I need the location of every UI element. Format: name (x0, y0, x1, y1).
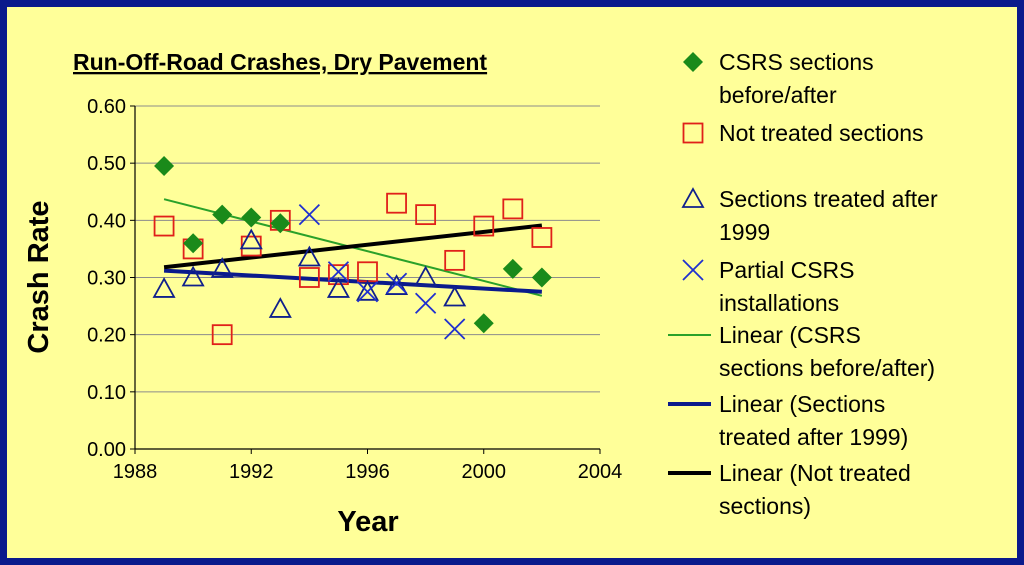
x-stroke (327, 261, 350, 283)
diamond-point (502, 258, 523, 279)
diamond-point (531, 267, 552, 288)
legend-label: treated after 1999) (719, 424, 908, 450)
diamond-point (241, 207, 262, 228)
legend-label: Linear (Sections (719, 391, 885, 417)
legend-marker (683, 52, 703, 72)
diamond-point (473, 313, 494, 334)
x-point (356, 281, 379, 303)
legend-item: Partial CSRS installations (682, 257, 854, 316)
legend-marker (682, 122, 704, 144)
legend-label: Sections treated after (719, 186, 938, 212)
y-tick-label: 0.10 (87, 382, 126, 404)
legend-item: Linear (CSRS sections before/after) (668, 322, 935, 381)
triangle-point (385, 274, 409, 295)
x-point (414, 292, 437, 314)
x-stroke (682, 259, 704, 281)
x-point (444, 318, 466, 340)
x-tick-label: 2004 (578, 461, 623, 483)
legend-label: CSRS sections (719, 49, 874, 75)
x-stroke (385, 272, 408, 294)
legend-label: Partial CSRS (719, 257, 854, 283)
y-tick-label: 0.40 (87, 210, 126, 232)
legend-marker (682, 259, 704, 281)
legend: CSRS sections before/after Not treated sec… (668, 49, 938, 519)
gridlines (135, 105, 600, 393)
x-tick-label: 2000 (462, 461, 507, 483)
triangle-point (414, 265, 438, 287)
x-point (298, 203, 321, 226)
legend-item: Not treated sections (682, 120, 924, 146)
triangle-point (210, 257, 234, 278)
square-point (444, 249, 466, 271)
legend-label: Linear (Not treated (719, 460, 911, 486)
legend-item: CSRS sections before/after (683, 49, 874, 108)
square-point (298, 267, 320, 288)
chart-svg: 0.00 0.10 0.20 0.30 0.40 0.50 0.60 1988 1992 1996… (23, 49, 938, 538)
trendline (163, 223, 543, 270)
square-point (386, 192, 407, 214)
legend-item: Linear (Not treated sections) (668, 460, 911, 519)
square-point (211, 324, 233, 346)
y-tick-label: 0.30 (87, 268, 126, 290)
y-tick-label: 0.50 (87, 153, 126, 175)
square-point (415, 204, 437, 226)
triangle-point (443, 285, 467, 307)
x-axis-label: Year (337, 506, 398, 538)
diamond-point (154, 156, 175, 177)
x-tick-label: 1996 (345, 461, 390, 483)
triangle-point (297, 245, 321, 267)
x-stroke (414, 292, 437, 314)
y-tick-label: 0.60 (87, 96, 126, 118)
legend-label: Linear (CSRS (719, 322, 861, 348)
diamond-point (270, 213, 291, 234)
x-stroke (356, 281, 379, 303)
square-point (240, 235, 262, 257)
square-point (473, 215, 495, 237)
x-tick-label: 1988 (113, 461, 158, 483)
legend-label: sections before/after) (719, 355, 935, 381)
legend-label: installations (719, 290, 839, 316)
diamond-point (212, 204, 233, 225)
legend-item: Sections treated after 1999 (681, 186, 938, 245)
x-point (385, 272, 408, 294)
square-point (328, 264, 349, 286)
y-tick-label: 0.00 (87, 439, 126, 461)
trendline (163, 268, 542, 294)
legend-label: Not treated sections (719, 120, 924, 146)
x-tick-label: 1992 (229, 461, 274, 483)
x-stroke (298, 203, 321, 226)
legend-label: before/after (719, 82, 837, 108)
legend-marker (681, 187, 705, 208)
diamond-point (183, 233, 204, 254)
legend-label: 1999 (719, 219, 770, 245)
legend-label: sections) (719, 493, 811, 519)
y-axis-label: Crash Rate (23, 200, 55, 353)
triangle-point (152, 277, 176, 298)
square-point (153, 215, 175, 237)
y-tick-label: 0.20 (87, 325, 126, 347)
square-point (531, 227, 553, 248)
data-points (152, 156, 553, 346)
x-stroke (444, 318, 466, 340)
triangle-point (326, 277, 350, 298)
triangle-point (268, 297, 292, 318)
legend-item: Linear (Sections treated after 1999) (668, 391, 908, 450)
square-point (357, 261, 378, 283)
triangle-point (181, 265, 205, 287)
axes: 0.00 0.10 0.20 0.30 0.40 0.50 0.60 1988 1992 1996… (87, 96, 622, 483)
triangle-point (355, 279, 380, 301)
chart-title: Run-Off-Road Crashes, Dry Pavement (73, 49, 487, 75)
x-point (327, 261, 350, 283)
square-point (502, 198, 524, 220)
triangle-point (239, 228, 263, 250)
